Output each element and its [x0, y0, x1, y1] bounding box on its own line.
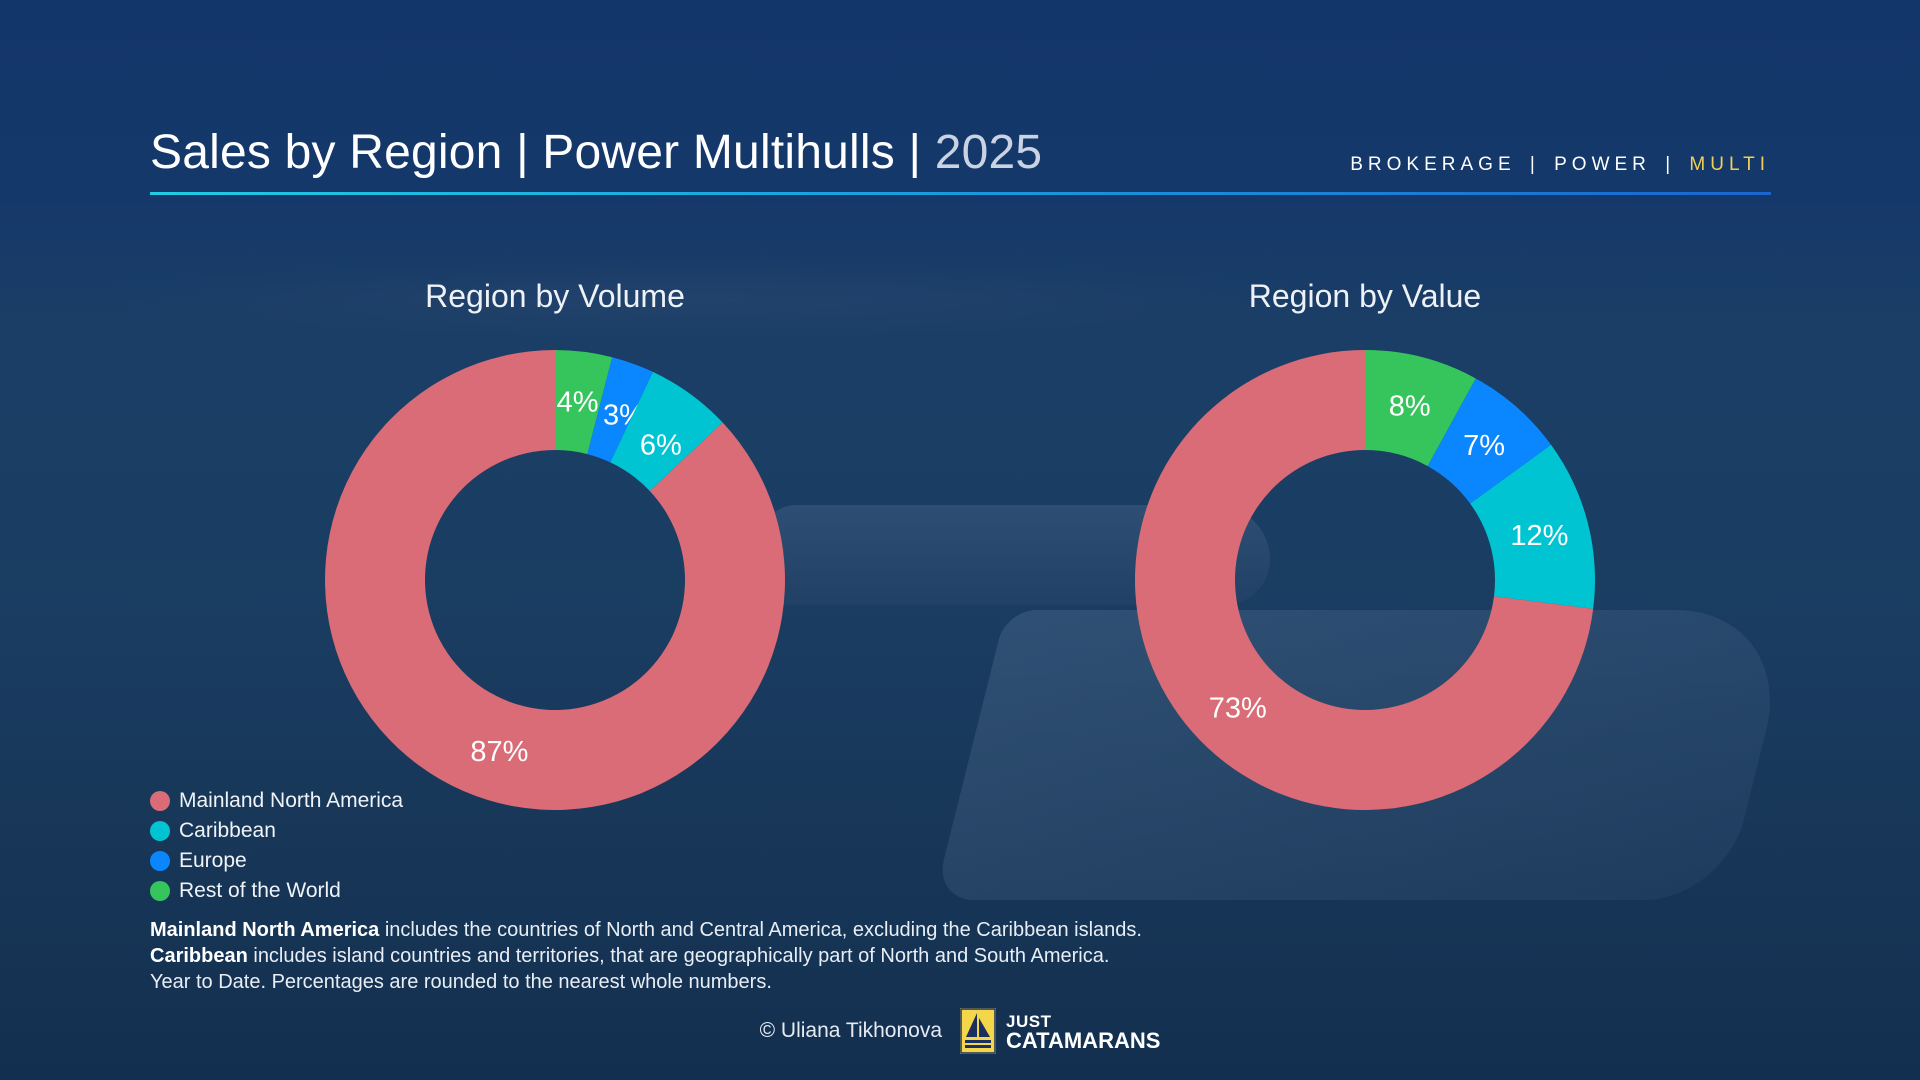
slice-label: 6% — [640, 429, 682, 461]
legend-label: Mainland North America — [179, 789, 404, 812]
legend-item-caribbean: Caribbean — [150, 816, 403, 846]
nav-item-power[interactable]: POWER — [1554, 154, 1651, 175]
footer: © Uliana Tikhonova JUST CATAMARANS — [0, 1008, 1920, 1054]
legend-item-rest-of-world: Rest of the World — [150, 876, 403, 906]
footnote-text: includes the countries of North and Cent… — [379, 919, 1142, 941]
legend-label: Europe — [179, 849, 247, 872]
nav-item-multi[interactable]: MULTI — [1689, 154, 1770, 175]
legend-swatch-icon — [150, 881, 170, 901]
brand-logo-text: JUST CATAMARANS — [1006, 1012, 1161, 1053]
logo-line-1: JUST — [1006, 1012, 1052, 1031]
donut-slice-caribbean — [1470, 444, 1595, 609]
legend-swatch-icon — [150, 851, 170, 871]
chart-legend: Mainland North America Caribbean Europe … — [150, 786, 403, 906]
donut-slice-rest-of-the-world — [1365, 350, 1476, 467]
legend-swatch-icon — [150, 791, 170, 811]
title-underline — [150, 192, 1771, 195]
footnote-text: includes island countries and territorie… — [247, 945, 1110, 967]
chart-title-volume: Region by Volume — [425, 278, 685, 314]
donut-slice-europe — [1427, 378, 1552, 504]
nav-item-brokerage[interactable]: BROKERAGE — [1350, 154, 1516, 175]
donut-slice-mainland-north-america — [1135, 350, 1594, 810]
donut-volume-svg: 4% 3%6%87% — [324, 350, 785, 810]
donut-chart-volume: 4% 3% 6% 87% — [320, 345, 790, 815]
legend-label: Rest of the World — [179, 879, 341, 902]
slice-label: 7% — [1463, 430, 1505, 462]
page-title: Sales by Region | Power Multihulls | 202… — [150, 125, 1042, 180]
page-title-main: Sales by Region | Power Multihulls | — [150, 126, 935, 179]
footnote-caribbean: Caribbean includes island countries and … — [150, 943, 1142, 969]
category-nav: BROKERAGE | POWER | MULTI — [1350, 154, 1770, 176]
footnote-ytd: Year to Date. Percentages are rounded to… — [150, 971, 772, 993]
page-title-year: 2025 — [934, 126, 1043, 179]
copyright: © Uliana Tikhonova — [759, 1019, 943, 1042]
footnote-term: Caribbean — [150, 945, 248, 967]
donut-slice-mainland-north-america — [324, 350, 785, 810]
slice-label: 8% — [1389, 391, 1431, 423]
legend-swatch-icon — [150, 821, 170, 841]
slice-label: 87% — [470, 736, 528, 768]
slice-label: 12% — [1510, 520, 1568, 552]
donut-slice-europe — [587, 357, 653, 463]
footnote-mainland: Mainland North America includes the coun… — [150, 917, 1142, 943]
slice-label: 4% — [557, 386, 599, 418]
chart-title-value: Region by Value — [1248, 278, 1482, 314]
donut-slice-caribbean — [610, 371, 723, 492]
nav-separator: | — [1529, 154, 1540, 175]
sailboat-logo-icon — [960, 1008, 997, 1054]
donut-chart-value: 8% 7% 12% 73% — [1130, 345, 1600, 815]
footnotes: Mainland North America includes the coun… — [150, 917, 1142, 995]
legend-item-mainland-north-america: Mainland North America — [150, 786, 403, 816]
logo-line-2: CATAMARANS — [1006, 1028, 1161, 1053]
footnote-term: Mainland North America — [150, 919, 380, 941]
legend-item-europe: Europe — [150, 846, 403, 876]
legend-label: Caribbean — [179, 819, 276, 842]
slice-label: 73% — [1209, 692, 1267, 724]
donut-value-svg: 8% 7% 12% 73% — [1135, 350, 1595, 810]
donut-slice-rest-of-the-world — [555, 350, 613, 455]
nav-separator: | — [1665, 154, 1676, 175]
